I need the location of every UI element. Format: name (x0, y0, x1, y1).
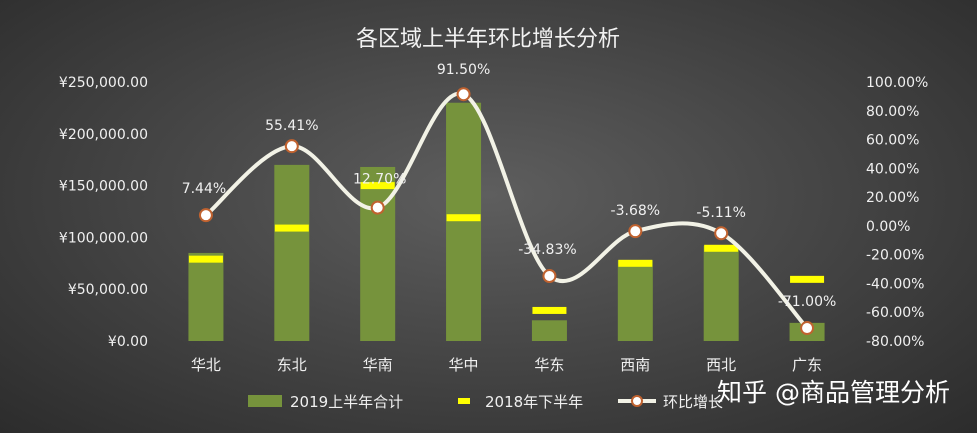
y-right-tick-label: 80.00% (866, 104, 919, 120)
y-right-tick-label: -60.00% (866, 305, 924, 321)
bar-华中 (446, 102, 482, 341)
watermark-text: 知乎 @商品管理分析 (717, 378, 950, 407)
growth-point-华中 (456, 87, 471, 102)
legend-swatch-point (631, 395, 643, 407)
marker-2018-华中 (446, 214, 481, 222)
growth-data-label: -34.83% (518, 242, 576, 258)
y-right-tick-label: -40.00% (866, 276, 924, 292)
bar-华北 (188, 252, 224, 341)
y-right-tick-label: -80.00% (866, 334, 924, 350)
y-left-tick-label: ¥0.00 (108, 334, 148, 350)
y-right-tick-label: 20.00% (866, 190, 919, 206)
growth-point-广东 (800, 321, 815, 336)
bar-西南 (617, 260, 653, 341)
growth-point-华东 (542, 269, 557, 284)
growth-line (203, 91, 810, 331)
growth-data-label: 7.44% (182, 181, 226, 197)
bar-华东 (531, 320, 567, 341)
y-left-tick-label: ¥100,000.00 (59, 230, 148, 246)
bar-华南 (360, 166, 396, 341)
bar-东北 (274, 164, 310, 341)
y-right-tick-label: 0.00% (866, 219, 910, 235)
x-category-label: 广东 (792, 356, 822, 374)
marker-2018-东北 (274, 224, 309, 232)
y-left-tick-label: ¥50,000.00 (68, 282, 148, 298)
y-left-tick-label: ¥250,000.00 (59, 75, 148, 91)
growth-data-label: 91.50% (437, 62, 490, 78)
legend-swatch-markers (458, 398, 470, 404)
bar-西北 (703, 245, 739, 341)
x-category-label: 西北 (706, 356, 736, 374)
marker-2018-广东 (790, 275, 825, 283)
legend-label-markers: 2018年下半年 (485, 393, 583, 411)
growth-point-西北 (714, 226, 729, 241)
y-right-tick-label: -20.00% (866, 248, 924, 264)
growth-point-华南 (370, 200, 385, 215)
growth-data-label: 12.70% (353, 172, 406, 188)
x-category-label: 东北 (277, 356, 307, 374)
x-category-label: 华南 (363, 356, 393, 374)
marker-2018-华东 (532, 306, 567, 314)
x-category-label: 华东 (534, 356, 564, 374)
marker-2018-西南 (618, 259, 653, 267)
y-right-tick-label: 40.00% (866, 161, 919, 177)
legend-label-line: 环比增长 (663, 393, 723, 411)
plot-area: ¥0.00 ¥50,000.00 ¥100,000.00 ¥150,000.00 ¥20… (59, 62, 928, 374)
y-right-tick-label: 60.00% (866, 133, 919, 149)
growth-data-label: -71.00% (778, 294, 836, 310)
growth-point-西南 (628, 224, 643, 239)
growth-data-label: -5.11% (696, 205, 746, 221)
marker-2018-华北 (188, 255, 223, 263)
chart-title: 各区域上半年环比增长分析 (356, 27, 620, 52)
x-category-label: 华中 (449, 356, 479, 374)
marker-2018-西北 (704, 244, 739, 252)
marker-2018-华南 (360, 182, 395, 190)
x-category-label: 西南 (620, 356, 650, 374)
y-right-tick-label: 100.00% (866, 75, 928, 91)
growth-data-label: 55.41% (265, 118, 318, 134)
x-category-label: 华北 (191, 356, 221, 374)
y-left-tick-label: ¥200,000.00 (59, 127, 148, 143)
legend-swatch-bars (248, 395, 282, 407)
growth-data-label: -3.68% (611, 203, 661, 219)
y-left-tick-label: ¥150,000.00 (59, 179, 148, 195)
growth-point-东北 (284, 139, 299, 154)
legend: 2019上半年合计 2018年下半年 环比增长 (248, 393, 723, 411)
growth-point-华北 (198, 208, 213, 223)
legend-label-bars: 2019上半年合计 (290, 393, 403, 411)
